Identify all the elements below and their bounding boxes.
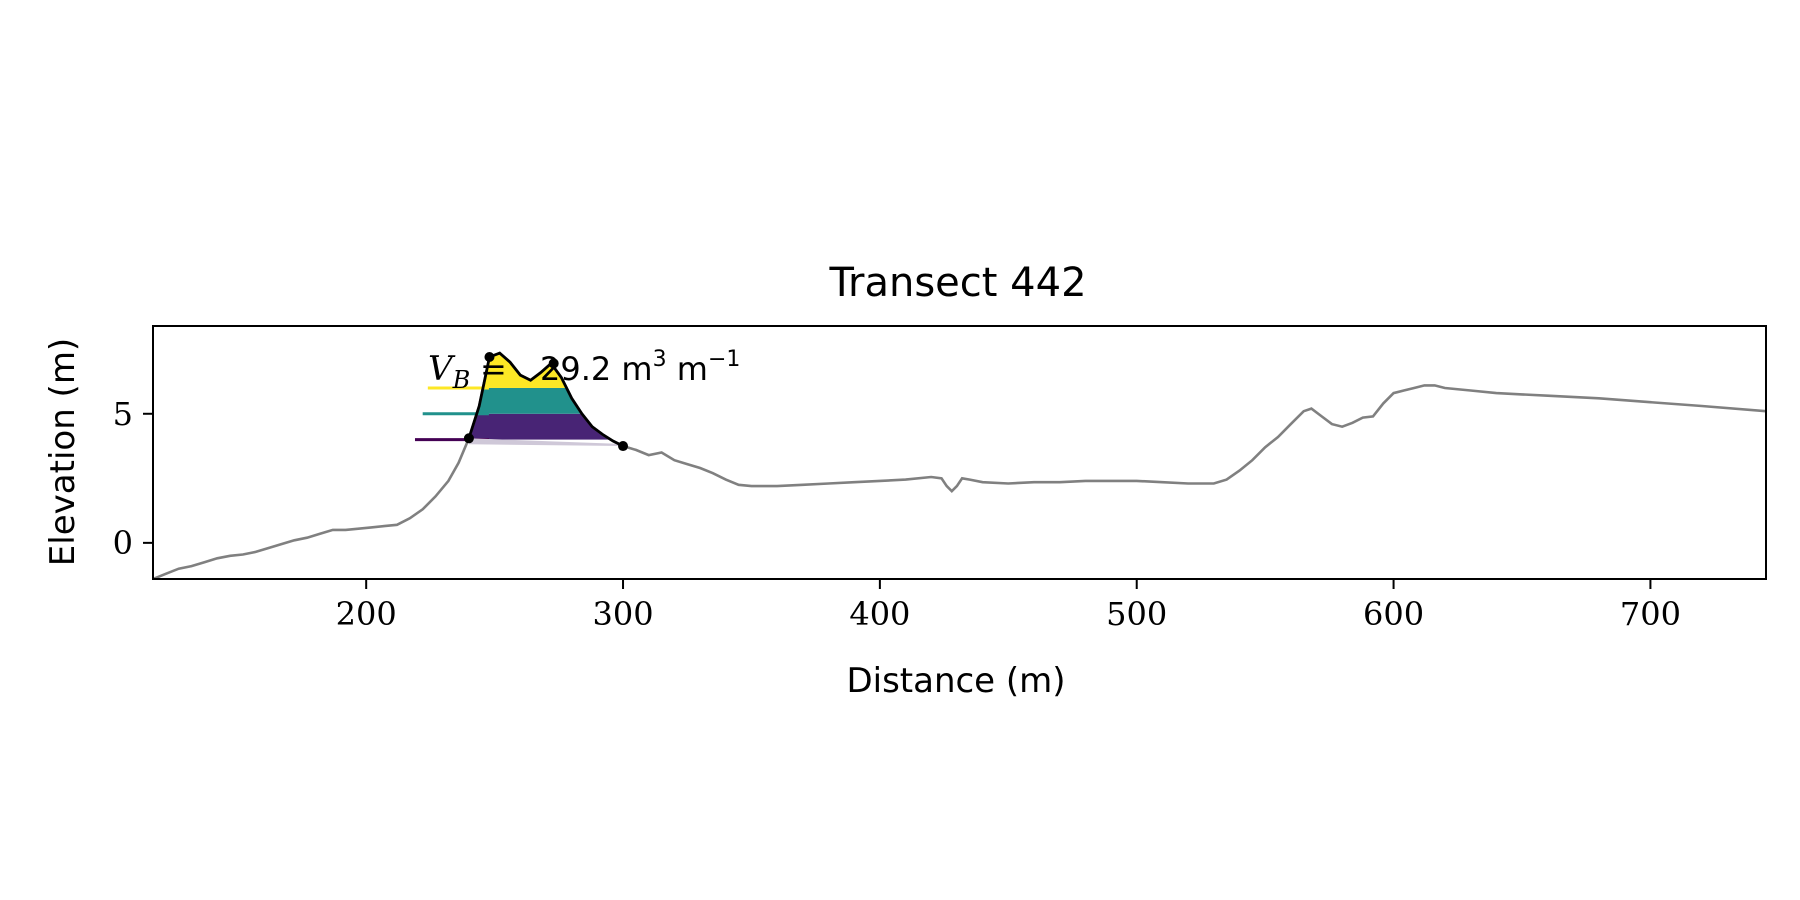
x-tick-label: 300 [592,595,653,633]
y-tick-label: 5 [113,395,133,433]
dune-point-1 [463,433,474,444]
svg-text:=: = [480,350,507,388]
volume-band-2 [468,387,623,414]
annotation-unit-m2: m [677,350,708,388]
annotation-value: 29.2 [540,350,611,388]
x-tick-label: 500 [1106,595,1167,633]
svg-text:29.2 m3 m−1: 29.2 m3 m−1 [540,347,740,388]
dune-outline [467,351,624,448]
dune-base-shadow [468,438,624,447]
x-tick-label: 600 [1363,595,1424,633]
y-axis: 05 [113,395,153,562]
x-axis: 200 300 400 500 600 700 [336,579,1681,633]
plot-area [153,351,1766,579]
y-tick-label: 0 [113,524,133,562]
annotation-symbol: V [428,349,456,389]
x-tick-label: 700 [1620,595,1681,633]
dune-point-4 [618,441,629,452]
x-axis-label: Distance (m) [846,661,1065,701]
profile-line [153,351,1766,579]
annotation-unit-m: m [621,350,652,388]
annotation-exp-neg1: −1 [708,347,740,372]
annotation-equals: = [480,350,507,388]
plot-frame [152,325,1767,580]
y-axis-label: Elevation (m) [43,338,83,566]
x-tick-label: 400 [849,595,910,633]
dune-points [463,351,629,452]
annotation-exp-3: 3 [653,347,667,372]
x-tick-label: 200 [336,595,397,633]
annotation-subscript: B [452,366,471,394]
dune-point-3 [548,358,559,369]
svg-text:VB: VB [428,349,470,394]
dune-point-2 [484,351,495,362]
volume-annotation: VB = 29.2 m3 m−1 [428,347,740,394]
chart-title: Transect 442 [828,260,1086,306]
